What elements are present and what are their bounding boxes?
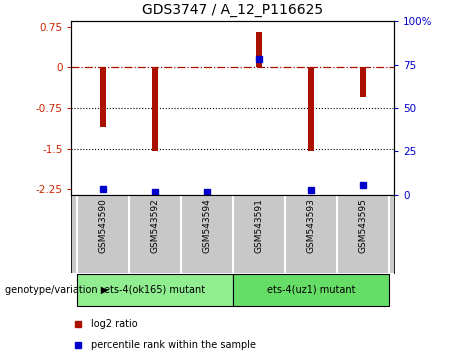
Bar xyxy=(77,274,233,306)
Text: GSM543591: GSM543591 xyxy=(254,199,263,253)
Text: GSM543594: GSM543594 xyxy=(202,199,211,253)
Bar xyxy=(233,274,389,306)
Text: ets-4(uz1) mutant: ets-4(uz1) mutant xyxy=(266,285,355,295)
Text: GSM543592: GSM543592 xyxy=(150,199,159,253)
Bar xyxy=(100,67,106,127)
Text: GSM543595: GSM543595 xyxy=(358,199,367,253)
Text: genotype/variation ▶: genotype/variation ▶ xyxy=(5,285,108,295)
Bar xyxy=(308,67,314,152)
Text: GSM543593: GSM543593 xyxy=(307,199,315,253)
Bar xyxy=(360,67,366,97)
Text: percentile rank within the sample: percentile rank within the sample xyxy=(91,340,256,350)
Text: GSM543590: GSM543590 xyxy=(98,199,107,253)
Text: log2 ratio: log2 ratio xyxy=(91,319,137,329)
Bar xyxy=(152,67,158,152)
Title: GDS3747 / A_12_P116625: GDS3747 / A_12_P116625 xyxy=(142,4,323,17)
Text: ets-4(ok165) mutant: ets-4(ok165) mutant xyxy=(104,285,205,295)
Bar xyxy=(204,67,210,68)
Bar xyxy=(256,32,262,67)
